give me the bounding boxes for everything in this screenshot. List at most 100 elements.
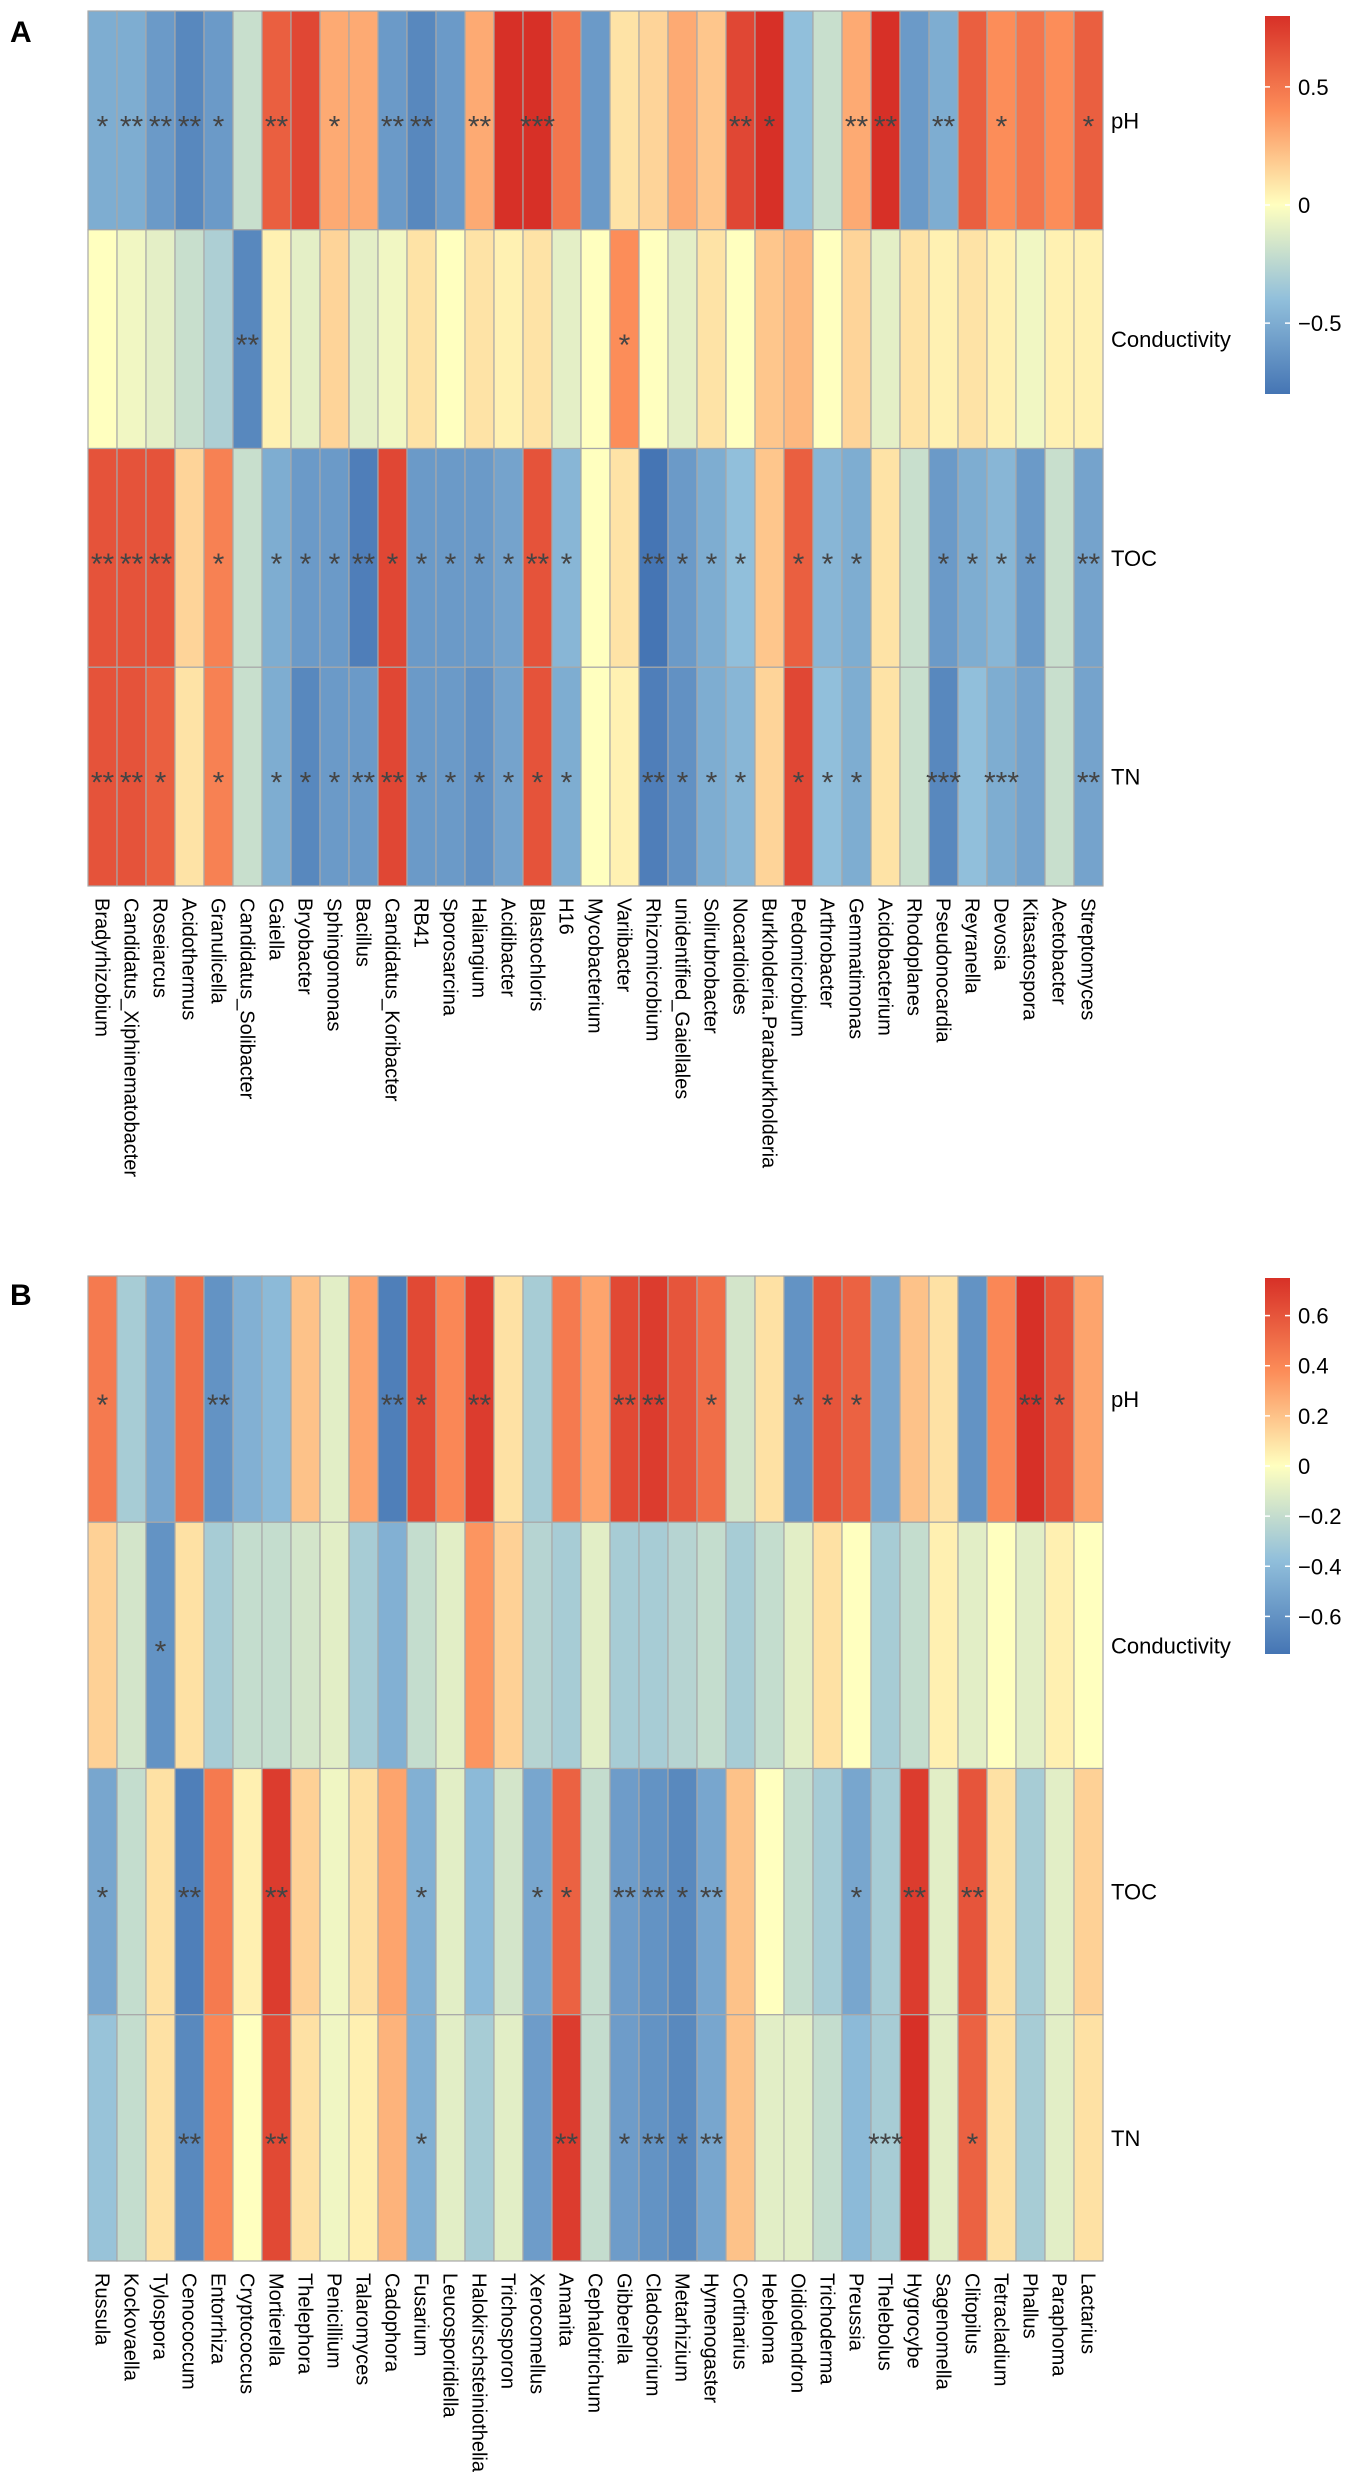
heatmap-cell <box>116 10 147 231</box>
row-label: TN <box>1111 765 1140 790</box>
heatmap-cell <box>493 1767 524 2016</box>
heatmap-cell <box>493 1275 524 1523</box>
heatmap-cell <box>1015 447 1046 668</box>
heatmap-cell <box>957 2014 988 2262</box>
heatmap-cell <box>899 229 930 450</box>
heatmap-cell <box>377 666 408 887</box>
heatmap-cell <box>522 1767 553 2016</box>
heatmap-cell <box>116 1521 147 1770</box>
column-label: Phallus <box>1019 2273 1041 2339</box>
significance-marker: * <box>329 767 341 800</box>
column-label: Thelebolus <box>874 2273 896 2371</box>
heatmap-cell <box>1015 1275 1046 1523</box>
significance-marker: ** <box>236 329 260 362</box>
heatmap-cell <box>551 10 582 231</box>
heatmap-cell <box>812 1767 843 2016</box>
significance-marker: * <box>416 548 428 581</box>
heatmap-cell <box>725 1767 756 2016</box>
column-label: Bryobacter <box>294 898 316 995</box>
heatmap-cell <box>348 1767 379 2016</box>
heatmap-cell <box>1044 1521 1075 1770</box>
heatmap-cell <box>638 1521 669 1770</box>
significance-marker: * <box>764 110 776 143</box>
column-label: Granulicella <box>207 898 229 1004</box>
column-label: Nocardioides <box>729 898 751 1015</box>
heatmap-cell <box>725 1275 756 1523</box>
significance-marker: * <box>706 548 718 581</box>
heatmap-cell <box>841 229 872 450</box>
significance-marker: ** <box>613 1389 637 1422</box>
heatmap-cell <box>580 1767 611 2016</box>
heatmap-cell <box>551 1275 582 1523</box>
column-label: Hebeloma <box>758 2273 780 2365</box>
heatmap-cell <box>203 229 234 450</box>
significance-marker: ** <box>555 2128 579 2161</box>
heatmap-cell <box>290 229 321 450</box>
heatmap-cell <box>928 2014 959 2262</box>
heatmap-cell <box>493 666 524 887</box>
significance-marker: * <box>416 1882 428 1915</box>
significance-marker: ** <box>352 767 376 800</box>
heatmap-cell <box>464 1767 495 2016</box>
significance-marker: ** <box>149 548 173 581</box>
heatmap-cell <box>116 666 147 887</box>
heatmap-cell <box>1044 1767 1075 2016</box>
heatmap-cell <box>783 1521 814 1770</box>
heatmap-cell <box>493 10 524 231</box>
column-label: Variibacter <box>613 898 635 992</box>
significance-marker: * <box>677 548 689 581</box>
significance-marker: * <box>851 767 863 800</box>
significance-marker: * <box>474 548 486 581</box>
heatmap-cell <box>1073 1521 1104 1770</box>
significance-marker: * <box>619 329 631 362</box>
heatmap-cell <box>145 2014 176 2262</box>
column-label: Roseiarcus <box>149 898 171 998</box>
column-label: Acetobacter <box>1048 898 1070 1005</box>
significance-marker: ** <box>700 2128 724 2161</box>
significance-marker: * <box>300 548 312 581</box>
heatmap-cell <box>464 229 495 450</box>
heatmap-cell <box>957 1767 988 2016</box>
column-label: unidentified_Gaiellales <box>671 898 693 1099</box>
heatmap-cell <box>841 447 872 668</box>
heatmap-cell <box>928 447 959 668</box>
heatmap-cell <box>870 1275 901 1523</box>
legend-tick-label: −0.4 <box>1298 1554 1341 1579</box>
column-label: Blastochloris <box>526 898 548 1011</box>
heatmap-cell <box>319 229 350 450</box>
row-label: pH <box>1111 1387 1139 1412</box>
heatmap-cell <box>754 447 785 668</box>
heatmap-cell <box>319 2014 350 2262</box>
heatmap-cell <box>232 1521 263 1770</box>
heatmap-cell <box>783 1275 814 1523</box>
column-label: Halokirschsteiniothelia <box>468 2273 490 2473</box>
heatmap-cell <box>493 1521 524 1770</box>
heatmap-cell <box>725 229 756 450</box>
column-label: Hygrocybe <box>903 2273 925 2369</box>
significance-marker: ** <box>178 1882 202 1915</box>
column-label: Hymenogaster <box>700 2273 722 2403</box>
column-label: Acidothermus <box>178 898 200 1020</box>
heatmap-cell <box>667 10 698 231</box>
heatmap-panel-a: * ** ** ** * ** * ** ** ** *** ** * ** ** ** * *** *** ** **… <box>87 10 1341 1177</box>
significance-marker: * <box>416 767 428 800</box>
heatmap-cell <box>522 666 553 887</box>
heatmap-cell <box>174 229 205 450</box>
significance-marker: * <box>822 767 834 800</box>
panel-label-b: B <box>10 1279 32 1312</box>
heatmap-cell <box>754 1275 785 1523</box>
heatmap-cell <box>261 1521 292 1770</box>
heatmap-cell <box>87 1521 118 1770</box>
significance-marker: * <box>271 548 283 581</box>
heatmap-cell <box>290 666 321 887</box>
significance-marker: ** <box>642 1882 666 1915</box>
column-label: Arthrobacter <box>816 898 838 1008</box>
heatmap-cell <box>232 1767 263 2016</box>
significance-marker: ** <box>178 110 202 143</box>
heatmap-cell <box>783 2014 814 2262</box>
heatmap-cell <box>203 666 234 887</box>
column-label: Paraphoma <box>1048 2273 1070 2377</box>
heatmap-cell <box>1073 1275 1104 1523</box>
column-label: Kockovaella <box>120 2273 142 2382</box>
heatmap-cell <box>87 1767 118 2016</box>
